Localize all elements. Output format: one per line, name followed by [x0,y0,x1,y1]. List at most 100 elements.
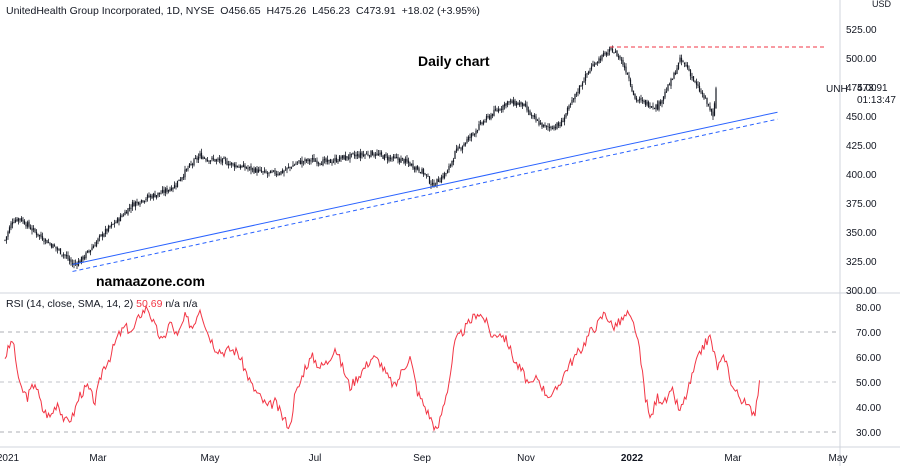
ticker-label: UNH [826,84,848,95]
candle-body [623,65,626,68]
candle-body [428,176,431,184]
candle-body [601,54,603,60]
candle-body [394,157,396,159]
candle-body [49,243,51,245]
candle-body [440,176,443,183]
rsi-tick-label: 80.00 [856,303,881,314]
candle-body [343,155,345,160]
candle-body [613,52,615,54]
candle-body [463,143,465,146]
candle-body [629,79,632,86]
candle-body [587,71,590,74]
candle-body [145,198,147,201]
trendline[interactable] [72,111,778,265]
candle-body [452,159,455,163]
candle-body [269,170,272,174]
price-tick-label: 450.00 [846,112,877,123]
symbol-name[interactable]: UnitedHealth Group Incorporated, 1D, NYS… [6,5,215,17]
candle-body [518,103,521,106]
candle-body [650,106,653,108]
candle-body [302,161,305,163]
candle-body [538,120,540,125]
candle-body [43,240,45,242]
candle-body [296,161,299,163]
candle-body [391,158,393,160]
candle-body [439,181,441,183]
time-tick-label: May [201,453,220,464]
candle-body [79,260,81,263]
candle-body [281,170,284,174]
candle-body [245,167,248,169]
symbol-header: UnitedHealth Group Incorporated, 1D, NYS… [6,5,483,17]
low-value: L456.23 [312,5,351,17]
candle-body [130,207,132,209]
candle-body [248,166,251,168]
candle-body [286,167,288,170]
candle-body [175,185,177,187]
candle-body [122,215,125,217]
candle-body [533,115,536,118]
candle-body [697,84,699,86]
candle-body [656,104,659,110]
candle-body [674,72,677,75]
candle-body [530,114,533,116]
candle-body [445,173,447,175]
candle-body [344,155,347,161]
candle-body [622,59,624,66]
candle-body [565,113,567,118]
candle-body [584,74,587,81]
candle-body [155,195,158,198]
candle-body [442,175,444,178]
candle-body [409,162,411,166]
candle-body [197,156,200,161]
candle-body [562,121,564,123]
candle-body [103,234,105,237]
candle-body [25,224,27,227]
candle-body [664,91,666,98]
candle-body [262,171,264,173]
candle-body [221,158,224,163]
candle-body [698,85,701,92]
candle-body [172,187,174,190]
candle-body [163,190,165,193]
candle-body [586,73,588,75]
candle-body [683,63,686,65]
candle-body [632,90,635,95]
candle-body [112,223,114,225]
trendline-dashed[interactable] [72,118,778,272]
candle-body [560,120,563,127]
rsi-na-2: n/a [182,298,198,310]
candle-body [550,126,552,129]
rsi-value: 50.69 [136,298,163,310]
candle-body [251,168,254,170]
annotation-title[interactable]: Daily chart [418,53,490,69]
candle-body [170,187,173,191]
candle-body [358,154,360,158]
candle-body [218,158,221,161]
candle-body [347,157,350,159]
candle-body [59,248,62,255]
candle-body [70,259,72,263]
price-tick-label: 525.00 [846,25,877,36]
candle-body [644,100,647,106]
candle-body [460,148,462,150]
candle-body [406,158,408,162]
candle-body [524,103,527,106]
candle-body [581,82,584,86]
candle-body [688,68,690,71]
candle-body [259,169,261,171]
rsi-label[interactable]: RSI (14, close, SMA, 14, 2) [6,298,134,310]
candle-body [275,173,278,176]
watermark-text[interactable]: namaazone.com [96,273,205,289]
candle-body [568,105,570,109]
candle-body [689,70,692,77]
candle-body [589,70,591,73]
price-tick-label: 375.00 [846,199,877,210]
candle-body [596,62,599,64]
candle-body [199,153,201,157]
candle-body [209,160,212,162]
candle-body [227,164,230,166]
candle-body [680,57,683,62]
